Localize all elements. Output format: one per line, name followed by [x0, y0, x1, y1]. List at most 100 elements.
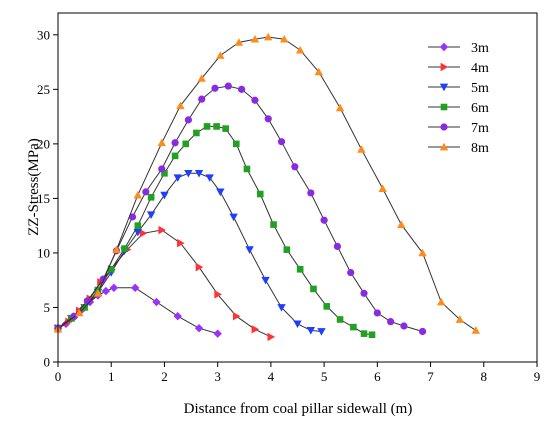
legend-label: 4m — [471, 61, 489, 76]
data-point-8m — [112, 245, 121, 254]
data-point-6m — [310, 285, 317, 293]
data-point-5m — [317, 328, 326, 336]
x-tick-label: 2 — [161, 369, 168, 384]
legend-label: 7m — [471, 121, 489, 136]
data-point-8m — [250, 34, 260, 43]
data-point-8m — [176, 101, 185, 110]
data-point-5m — [173, 174, 182, 182]
data-point-6m — [121, 245, 128, 252]
data-point-8m — [378, 184, 387, 192]
data-point-6m — [203, 123, 211, 130]
y-tick-label: 30 — [37, 27, 50, 42]
data-point-7m — [211, 84, 219, 92]
data-point-3m — [152, 297, 161, 307]
y-tick-label: 0 — [44, 355, 51, 370]
data-point-6m — [350, 323, 357, 331]
y-tick-label: 20 — [37, 136, 50, 151]
data-point-6m — [182, 140, 190, 148]
data-point-6m — [336, 316, 344, 323]
data-point-6m — [107, 265, 115, 273]
data-point-7m — [277, 138, 286, 146]
data-point-4m — [267, 332, 276, 342]
data-point-3m — [130, 283, 140, 293]
axis-ticks: 0 1 2 3 4 5 6 7 8 9 0 5 10 15 20 25 30 — [37, 27, 540, 384]
y-tick-label: 10 — [37, 245, 50, 260]
data-point-5m — [306, 327, 316, 335]
data-point-6m — [323, 303, 331, 310]
x-tick-label: 5 — [321, 369, 328, 384]
y-tick-label: 15 — [37, 191, 50, 206]
data-point-6m — [368, 331, 376, 339]
data-point-8m — [335, 103, 345, 112]
data-point-6m — [222, 125, 229, 132]
legend-marker — [439, 142, 449, 151]
series-8m — [53, 32, 480, 334]
data-point-7m — [418, 327, 427, 336]
data-point-8m — [197, 74, 206, 82]
data-point-3m — [173, 311, 182, 321]
data-point-8m — [471, 326, 480, 334]
series-7m — [54, 82, 427, 336]
y-tick-label: 25 — [37, 82, 50, 97]
data-point-7m — [400, 322, 408, 330]
x-tick-label: 1 — [108, 369, 115, 384]
data-point-5m — [277, 304, 286, 312]
data-point-4m — [251, 325, 260, 334]
legend-item-5m: 5m — [428, 81, 489, 96]
data-point-7m — [360, 289, 368, 297]
data-point-8m — [216, 51, 225, 59]
data-point-5m — [229, 213, 238, 222]
data-point-8m — [314, 67, 323, 76]
data-point-6m — [243, 165, 251, 173]
data-point-5m — [216, 188, 225, 197]
series-line-7m — [57, 85, 423, 332]
data-point-7m — [307, 189, 315, 197]
legend-marker — [440, 62, 449, 72]
data-point-8m — [75, 308, 84, 317]
legend-label: 3m — [471, 41, 489, 56]
data-point-6m — [283, 246, 291, 253]
data-point-6m — [147, 194, 155, 201]
series-3m — [53, 283, 222, 338]
data-point-7m — [142, 188, 150, 196]
data-point-8m — [264, 32, 273, 41]
data-point-6m — [134, 222, 142, 229]
x-tick-label: 3 — [214, 369, 221, 384]
data-point-5m — [293, 320, 302, 329]
data-point-7m — [83, 297, 91, 305]
data-point-5m — [184, 169, 193, 178]
legend-marker — [440, 103, 448, 111]
series-line-4m — [57, 229, 272, 338]
plot-area-border — [57, 12, 538, 363]
data-point-5m — [160, 191, 169, 200]
data-point-6m — [193, 129, 200, 137]
data-point-7m — [387, 318, 395, 326]
series-4m — [54, 225, 276, 342]
data-point-8m — [437, 297, 446, 306]
series-layer — [53, 32, 480, 342]
data-point-6m — [232, 140, 240, 148]
data-point-5m — [205, 174, 214, 182]
data-point-3m — [194, 323, 204, 333]
data-point-3m — [101, 286, 111, 296]
data-point-6m — [161, 170, 168, 177]
data-point-3m — [109, 283, 119, 293]
data-point-7m — [184, 116, 192, 124]
data-point-5m — [194, 169, 204, 178]
data-point-7m — [198, 95, 206, 103]
data-point-7m — [224, 82, 232, 90]
data-point-3m — [213, 329, 222, 338]
legend-marker — [439, 83, 449, 92]
data-point-4m — [195, 262, 204, 272]
legend-item-6m: 6m — [428, 101, 489, 116]
data-point-8m — [455, 315, 465, 323]
data-point-7m — [238, 85, 246, 93]
legend-item-4m: 4m — [428, 61, 489, 76]
data-point-7m — [128, 213, 137, 221]
data-point-6m — [270, 221, 277, 228]
legend-marker — [439, 42, 449, 52]
data-point-7m — [158, 165, 166, 173]
legend-item-7m: 7m — [428, 121, 489, 136]
